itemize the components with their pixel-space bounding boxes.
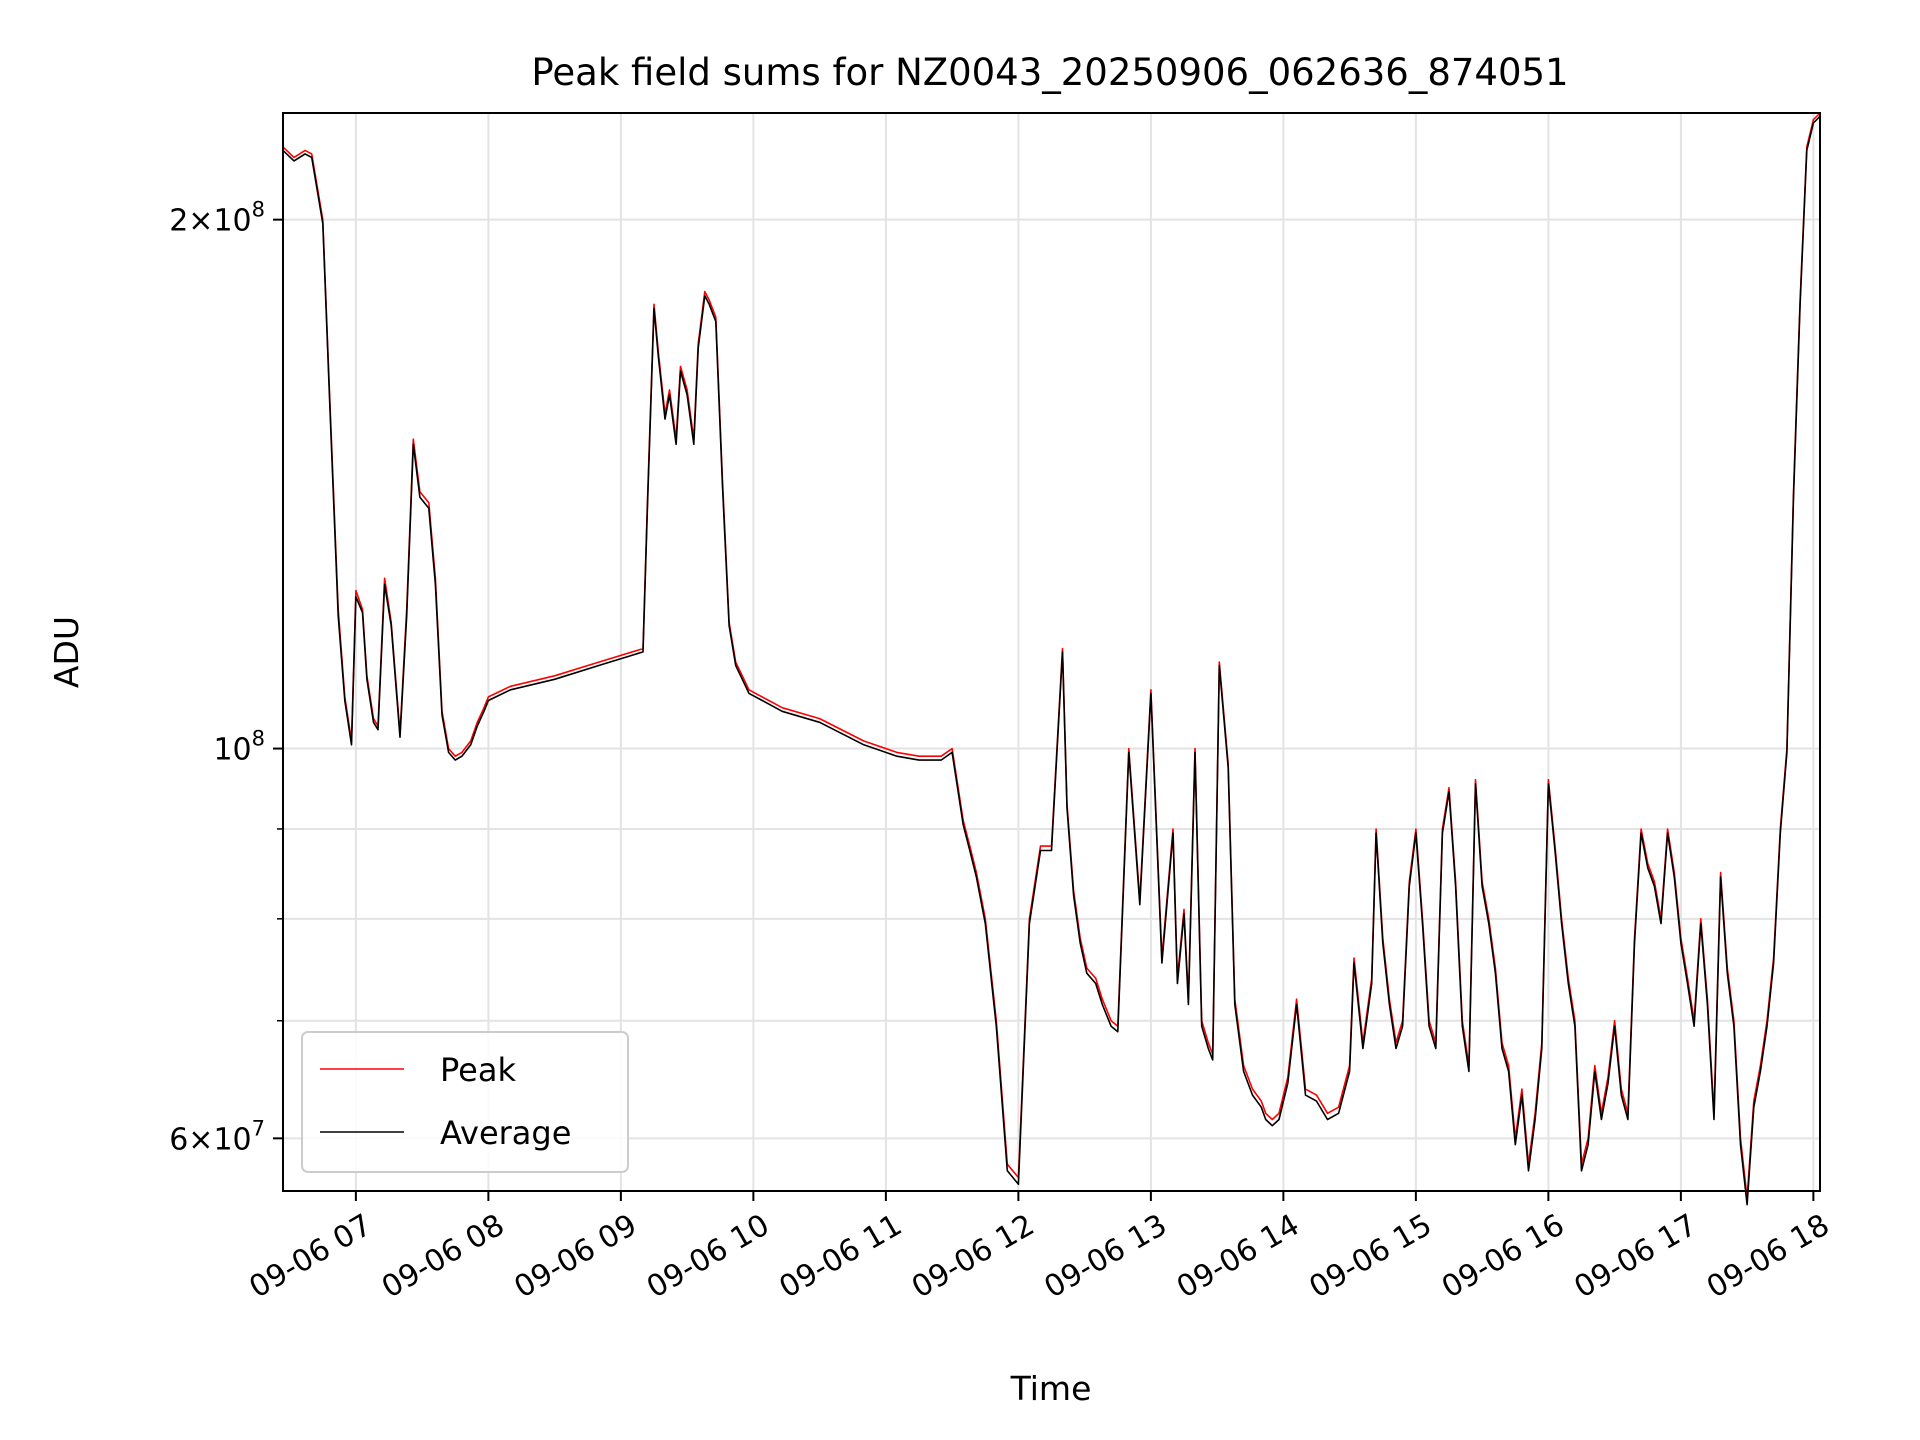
y-tick-label: 2×108 [169,198,265,239]
y-axis-label: ADU [47,616,86,688]
legend-label-peak: Peak [440,1051,516,1089]
legend-box [301,1031,629,1173]
plot-frame [282,112,1821,1192]
legend-label-average: Average [440,1114,571,1152]
series-layer [282,112,1821,1206]
legend: Peak Average [301,1031,629,1173]
chart-title: Peak field sums for NZ0043_20250906_0626… [531,51,1568,94]
x-axis-label: Time [1010,1369,1092,1408]
y-axis-ticks: 2×108 108 6×107 [169,198,283,1157]
grid-layer [283,113,1820,1191]
y-tick-label: 6×107 [169,1116,265,1157]
y-tick-label: 108 [213,727,265,768]
series-line-average [282,115,1821,1206]
